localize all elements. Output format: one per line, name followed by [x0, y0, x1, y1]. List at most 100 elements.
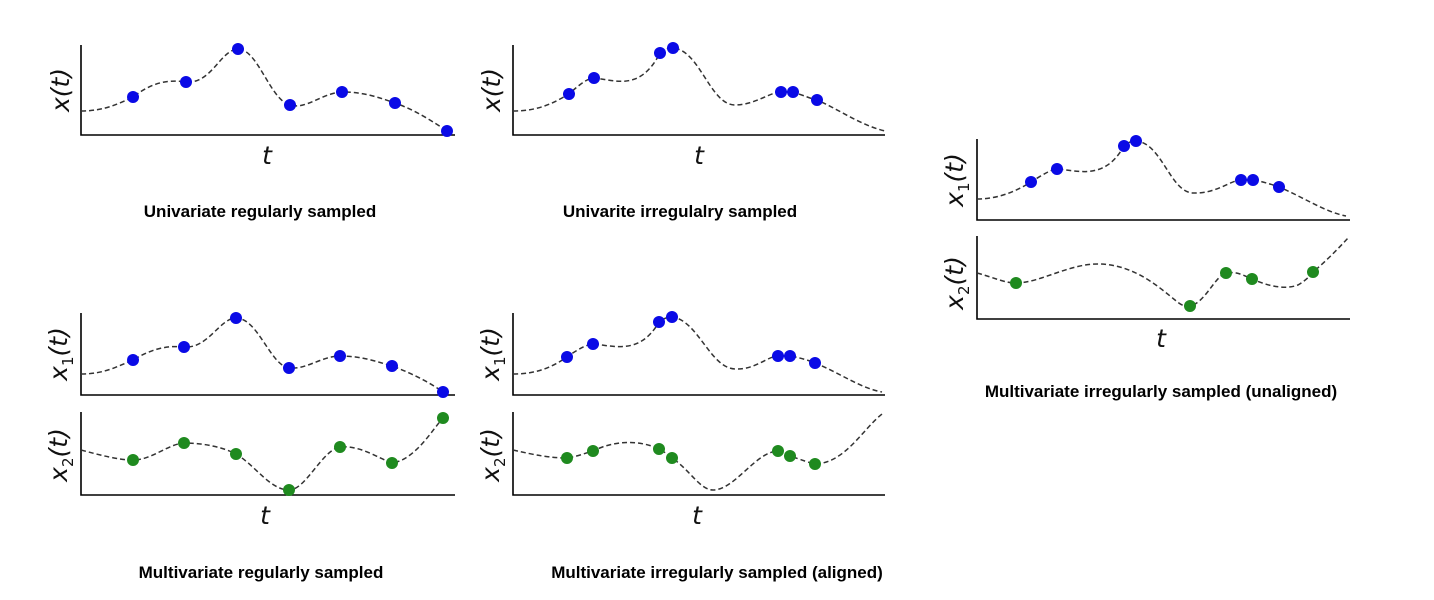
sample-point — [283, 484, 295, 496]
sample-point — [1247, 174, 1259, 186]
sample-point — [666, 452, 678, 464]
sample-point — [787, 86, 799, 98]
sample-point — [653, 316, 665, 328]
sample-point — [334, 441, 346, 453]
sample-point — [784, 350, 796, 362]
latent-curve-x2 — [512, 413, 883, 491]
sample-point — [178, 341, 190, 353]
sample-point — [178, 437, 190, 449]
panel-multivariate-irregular-aligned: x1(t) x2(t) t Multivariate irregularly s… — [476, 311, 885, 582]
sample-point — [653, 443, 665, 455]
sample-point — [284, 99, 296, 111]
axes-frame-x2 — [512, 412, 885, 496]
panel-caption: Univariate regularly sampled — [144, 202, 376, 221]
sample-point — [561, 351, 573, 363]
sample-point — [772, 445, 784, 457]
sample-point — [1118, 140, 1130, 152]
panel-univariate-irregular: x(t) t Univarite irregulalry sampled — [477, 42, 886, 221]
sample-point — [441, 125, 453, 137]
sample-point — [1130, 135, 1142, 147]
panel-multivariate-irregular-unaligned: x1(t) x2(t) t Multivariate irregularly s… — [940, 135, 1350, 401]
sample-point — [1307, 266, 1319, 278]
samples-series-2 — [1010, 266, 1319, 312]
panel-multivariate-regular: x1(t) x2(t) t Multivariate regularly sam… — [44, 312, 455, 582]
x-axis-label: t — [260, 501, 271, 530]
samples-series-1 — [127, 43, 453, 137]
panel-caption: Multivariate irregularly sampled (unalig… — [985, 382, 1337, 401]
sample-point — [127, 354, 139, 366]
sample-point — [386, 457, 398, 469]
axes-frame-x1 — [512, 313, 885, 396]
latent-curve-x1 — [80, 317, 444, 393]
sample-point — [784, 450, 796, 462]
sample-point — [563, 88, 575, 100]
panel-caption: Univarite irregulalry sampled — [563, 202, 797, 221]
sample-point — [588, 72, 600, 84]
axes-frame-x1 — [80, 313, 455, 396]
axes-frame-x2 — [976, 236, 1350, 320]
panel-caption: Multivariate irregularly sampled (aligne… — [551, 563, 883, 582]
samples-series-1 — [1025, 135, 1285, 193]
sample-point — [230, 448, 242, 460]
sample-point — [1220, 267, 1232, 279]
sample-point — [667, 42, 679, 54]
sample-point — [336, 86, 348, 98]
sample-point — [437, 386, 449, 398]
y-axis-label-x1: x1(t) — [940, 153, 973, 208]
sample-point — [587, 445, 599, 457]
sample-point — [1273, 181, 1285, 193]
latent-curve-x2 — [976, 237, 1349, 308]
axes-frame-x1 — [976, 139, 1350, 221]
sample-point — [561, 452, 573, 464]
x-axis-label: t — [262, 141, 273, 170]
latent-curve-x2 — [80, 417, 444, 491]
sample-point — [666, 311, 678, 323]
sample-point — [437, 412, 449, 424]
sample-point — [1051, 163, 1063, 175]
sample-point — [127, 91, 139, 103]
sample-point — [1246, 273, 1258, 285]
sample-point — [772, 350, 784, 362]
samples-series-1 — [561, 311, 821, 369]
latent-curve — [80, 48, 448, 132]
axes-frame — [512, 45, 885, 136]
sample-point — [232, 43, 244, 55]
y-axis-label: x(t) — [46, 68, 75, 113]
sample-point — [230, 312, 242, 324]
panel-univariate-regular: x(t) t Univariate regularly sampled — [46, 43, 455, 221]
sample-point — [334, 350, 346, 362]
y-axis-label-x2: x2(t) — [476, 428, 509, 483]
latent-curve — [512, 47, 886, 132]
samples-series-2 — [561, 443, 821, 470]
y-axis-label: x(t) — [477, 68, 506, 113]
sample-point — [283, 362, 295, 374]
sample-point — [587, 338, 599, 350]
sample-point — [1235, 174, 1247, 186]
sample-point — [809, 357, 821, 369]
sample-point — [654, 47, 666, 59]
sample-point — [386, 360, 398, 372]
panel-caption: Multivariate regularly sampled — [139, 563, 384, 582]
x-axis-label: t — [1156, 324, 1167, 353]
sample-point — [811, 94, 823, 106]
y-axis-label-x2: x2(t) — [940, 256, 973, 311]
sample-point — [1184, 300, 1196, 312]
samples-series-1 — [127, 312, 449, 398]
y-axis-label-x1: x1(t) — [44, 327, 77, 382]
axes-frame-x2 — [80, 412, 455, 496]
sample-point — [809, 458, 821, 470]
sample-point — [127, 454, 139, 466]
x-axis-label: t — [694, 141, 705, 170]
sample-point — [1025, 176, 1037, 188]
sample-point — [775, 86, 787, 98]
sample-point — [1010, 277, 1022, 289]
y-axis-label-x2: x2(t) — [44, 428, 77, 483]
x-axis-label: t — [692, 501, 703, 530]
sample-point — [180, 76, 192, 88]
y-axis-label-x1: x1(t) — [476, 327, 509, 382]
samples-series-1 — [563, 42, 823, 106]
samples-series-2 — [127, 412, 449, 496]
axes-frame — [80, 45, 455, 136]
sample-point — [389, 97, 401, 109]
